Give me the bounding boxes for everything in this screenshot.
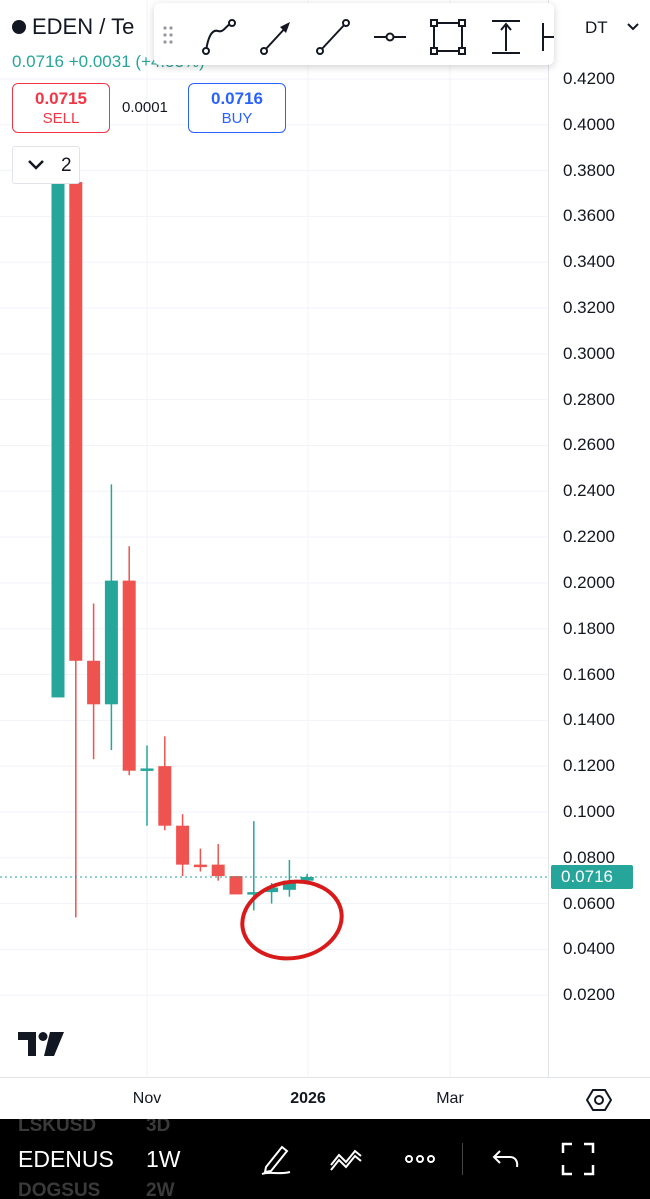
currency-select[interactable]: DT — [585, 14, 647, 44]
chart-grid — [0, 0, 548, 1077]
indicator-count: 2 — [61, 155, 72, 176]
candles — [51, 182, 314, 918]
ghost-symbol-above: LSKUSD — [18, 1119, 97, 1136]
time-axis[interactable]: Nov 2026 Mar — [0, 1077, 650, 1119]
curve-icon[interactable] — [198, 17, 238, 57]
ghost-symbol-below: DOGSUS — [18, 1180, 101, 1199]
candlestick-chart[interactable] — [0, 0, 548, 1077]
price-tick-label: 0.3400 — [563, 252, 615, 272]
chart-settings-icon[interactable] — [586, 1087, 612, 1113]
ghost-interval-above: 3D — [146, 1119, 171, 1136]
candle-body — [51, 182, 65, 698]
chevron-down-icon — [627, 23, 639, 31]
time-label-mar: Mar — [436, 1090, 464, 1107]
price-tick-label: 0.2000 — [563, 572, 615, 592]
sell-button[interactable]: 0.0715 SELL — [12, 83, 110, 133]
price-tick-label: 0.2400 — [563, 481, 615, 501]
candle-body — [247, 892, 261, 895]
price-tick-label: 0.4000 — [563, 114, 615, 134]
symbol-name[interactable]: EDEN / Te — [32, 14, 135, 39]
pen-icon[interactable] — [258, 1141, 294, 1177]
price-tick-label: 0.3200 — [563, 298, 615, 318]
candle-body — [158, 766, 172, 826]
candle — [104, 484, 118, 751]
price-tick-label: 0.2600 — [563, 435, 615, 455]
horizontal-ray-icon[interactable] — [370, 17, 410, 57]
sell-label: SELL — [42, 110, 80, 127]
price-tick-label: 0.1800 — [563, 618, 615, 638]
candle-body — [211, 864, 225, 877]
buy-button[interactable]: 0.0716 BUY — [188, 83, 286, 133]
price-tick-label: 0.1000 — [563, 801, 615, 821]
candle-body — [282, 880, 296, 890]
candle — [87, 603, 101, 760]
interval-picker[interactable]: 1W — [146, 1146, 181, 1172]
tradingview-logo-icon — [18, 1032, 64, 1056]
candle-body — [69, 182, 83, 661]
price-tick-label: 0.4200 — [563, 69, 615, 88]
candle-body — [122, 580, 136, 771]
arrow-icon[interactable] — [256, 17, 296, 57]
price-axis[interactable]: 0.0200 0.0400 0.0600 0.0800 0.1000 0.1200 0.14… — [548, 0, 650, 1077]
symbol-picker[interactable]: EDENUS — [18, 1146, 114, 1172]
candle — [229, 876, 243, 895]
ghost-interval-below: 2W — [146, 1180, 175, 1199]
price-tick-label: 0.0200 — [563, 985, 615, 1005]
sell-price: 0.0715 — [35, 89, 87, 108]
fullscreen-icon[interactable] — [560, 1141, 596, 1177]
price-tick-label: 0.1200 — [563, 756, 615, 776]
drawing-toolbar[interactable] — [154, 3, 554, 65]
toolbar-divider — [462, 1143, 463, 1175]
candle — [51, 182, 65, 698]
trend-line-icon[interactable] — [312, 17, 352, 57]
price-tick-label: 0.3600 — [563, 206, 615, 226]
price-tick-label: 0.1400 — [563, 710, 615, 730]
candle — [176, 814, 190, 877]
candle-body — [87, 660, 101, 705]
candle-body — [140, 768, 154, 771]
buy-price: 0.0716 — [211, 89, 263, 108]
date-range-icon[interactable] — [540, 17, 554, 57]
drag-handle-icon[interactable] — [162, 25, 174, 45]
candle — [282, 860, 296, 897]
candle — [158, 736, 172, 831]
candle-body — [193, 864, 207, 868]
symbol-logo-icon — [12, 20, 26, 34]
annotation-circle — [240, 879, 344, 961]
candle-body — [176, 825, 190, 865]
candle-body — [300, 877, 314, 881]
time-label-2026: 2026 — [290, 1090, 326, 1107]
spread-value: 0.0001 — [122, 99, 168, 116]
undo-icon[interactable] — [488, 1141, 524, 1177]
collapse-indicators-button[interactable]: 2 — [12, 146, 80, 184]
price-tick-label: 0.1600 — [563, 664, 615, 684]
indicators-icon[interactable] — [328, 1141, 364, 1177]
candle-body — [265, 887, 279, 893]
rectangle-icon[interactable] — [428, 17, 468, 57]
price-range-icon[interactable] — [486, 17, 526, 57]
price-tick-label: 0.0600 — [563, 893, 615, 913]
price-tick-label: 0.0400 — [563, 939, 615, 959]
price-tick-label: 0.2800 — [563, 389, 615, 409]
more-icon[interactable] — [402, 1141, 438, 1177]
symbol-header[interactable]: EDEN / Te — [12, 14, 134, 40]
candle — [122, 546, 136, 776]
candle — [193, 848, 207, 872]
candle-body — [104, 580, 118, 705]
last-price-label: 0.0716 — [551, 865, 633, 889]
time-label-nov: Nov — [132, 1090, 162, 1107]
chart-pane[interactable] — [0, 0, 548, 1077]
price-tick-label: 0.2200 — [563, 527, 615, 547]
candle — [211, 844, 225, 881]
price-tick-label: 0.3800 — [563, 160, 615, 180]
candle-body — [229, 876, 243, 895]
bottom-toolbar[interactable]: LSKUSD 3D EDENUS 1W DOGSUS 2W — [0, 1119, 650, 1199]
candle — [140, 745, 154, 826]
price-tick-label: 0.3000 — [563, 343, 615, 363]
chevron-down-icon — [28, 160, 44, 170]
candle — [69, 182, 83, 918]
buy-label: BUY — [221, 110, 253, 127]
currency-label: DT — [585, 18, 608, 37]
price-tick-label: 0.0800 — [563, 847, 615, 867]
